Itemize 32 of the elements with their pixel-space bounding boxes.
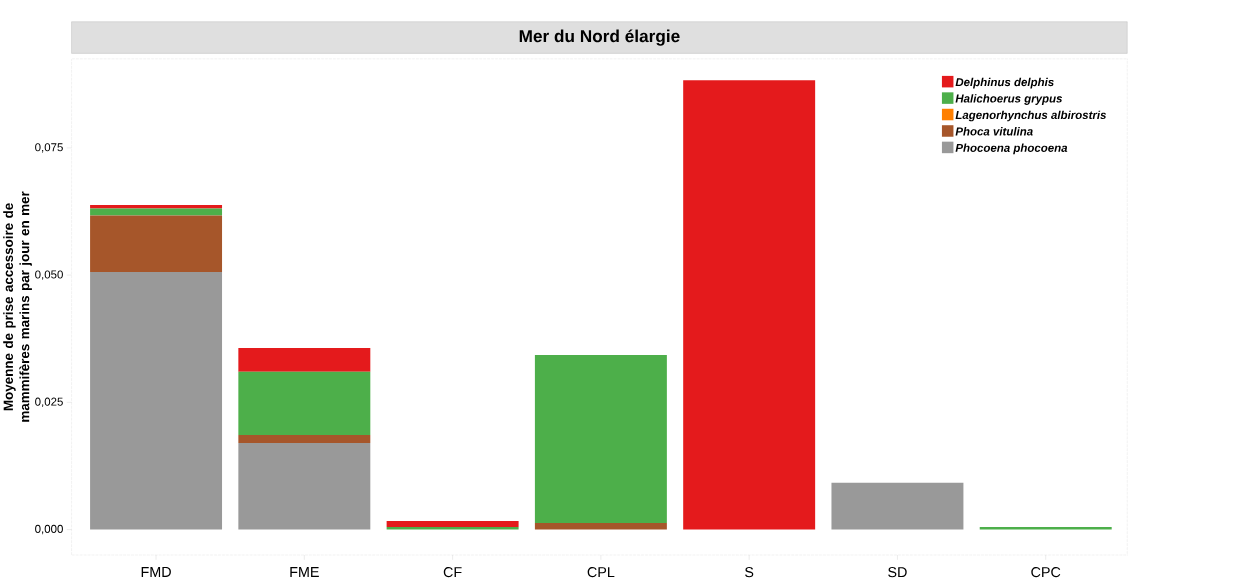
- bar: [831, 482, 964, 530]
- bar: [238, 434, 371, 443]
- bar: [238, 371, 371, 435]
- y-tick-label: 0,025: [35, 397, 63, 407]
- chart-title: Mer du Nord élargie: [519, 29, 680, 46]
- y-tick-label: 0,050: [35, 270, 63, 280]
- bar: [90, 208, 223, 216]
- legend-label: Lagenorhynchus albirostris: [955, 110, 1107, 122]
- bar: [534, 522, 667, 530]
- legend-label: Phocoena phocoena: [955, 143, 1068, 155]
- legend-label: Phoca vitulina: [955, 126, 1033, 136]
- legend-label: Delphinus delphis: [955, 77, 1054, 89]
- legend-label: Halichoerus grypus: [955, 94, 1063, 105]
- x-tick-label: CPC: [1031, 566, 1061, 577]
- x-tick-label: FMD: [141, 566, 171, 577]
- y-tick-label: 0,000: [35, 524, 63, 535]
- x-tick-label: S: [745, 566, 754, 577]
- y-tick-label: 0,075: [35, 142, 63, 153]
- bar: [90, 215, 223, 272]
- bar: [238, 442, 371, 530]
- x-tick-label: SD: [888, 566, 907, 577]
- bar: [90, 271, 223, 530]
- bar: [979, 526, 1112, 530]
- y-axis-title: Moyenne de prise accessoire de mammifères marins par jour en mer: [3, 191, 32, 422]
- x-tick-label: FME: [290, 566, 319, 577]
- bar: [683, 80, 816, 530]
- bar: [238, 347, 371, 372]
- bar: [386, 526, 519, 530]
- bar: [534, 354, 667, 523]
- x-tick-label: CPL: [587, 566, 615, 577]
- x-tick-label: CF: [443, 566, 462, 577]
- bar: [386, 520, 519, 527]
